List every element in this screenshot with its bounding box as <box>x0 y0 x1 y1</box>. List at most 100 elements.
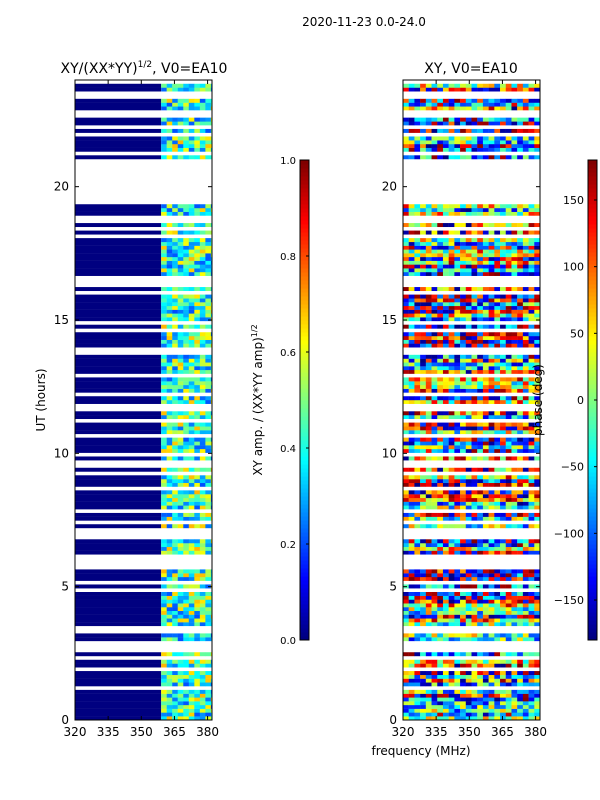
right-cell <box>460 430 466 435</box>
right-cell <box>534 147 541 152</box>
left-cell-high <box>161 701 167 706</box>
left-cell-high <box>166 603 173 608</box>
right-cell <box>477 396 484 401</box>
left-cell-high <box>183 512 189 517</box>
right-cell <box>448 362 455 367</box>
left-cell-high <box>205 426 212 431</box>
right-cell <box>408 117 415 122</box>
right-cell <box>471 693 478 698</box>
left-colorbar-segment <box>300 632 309 637</box>
left-cell-high <box>166 682 173 687</box>
left-cell-high <box>188 426 195 431</box>
left-cell-high <box>183 697 189 702</box>
right-cell <box>511 497 518 502</box>
right-cell <box>437 599 444 604</box>
right-cell <box>460 249 466 254</box>
left-colorbar-segment <box>300 548 309 553</box>
left-cell-high <box>161 230 167 235</box>
right-cell <box>500 121 506 126</box>
right-cell <box>420 622 427 627</box>
right-cell <box>500 678 506 683</box>
right-cell <box>431 475 438 480</box>
right-cell <box>431 603 438 608</box>
left-cell-high <box>183 652 189 657</box>
left-cell-high <box>183 445 189 450</box>
left-cell-high <box>199 494 206 499</box>
right-cell <box>522 253 529 258</box>
right-cell <box>460 701 466 706</box>
right-cell <box>420 381 427 386</box>
right-cell <box>517 87 524 92</box>
left-cell-low <box>75 479 162 484</box>
right-cell <box>431 249 438 254</box>
right-cell <box>420 422 427 427</box>
left-colorbar-segment <box>300 488 309 493</box>
left-cell-high <box>199 546 206 551</box>
right-cell <box>528 524 535 529</box>
right-cell <box>454 671 461 676</box>
left-cell-high <box>172 712 178 717</box>
left-cell-low <box>75 223 162 228</box>
right-cell <box>500 693 506 698</box>
right-cell <box>534 305 541 310</box>
right-colorbar-segment <box>588 220 597 225</box>
left-cell-high <box>194 256 201 261</box>
right-cell <box>403 253 409 258</box>
right-cell <box>425 241 432 246</box>
left-cell-high <box>183 336 189 340</box>
left-cell-high <box>199 497 206 502</box>
right-cell <box>425 599 432 604</box>
right-cell <box>414 592 421 596</box>
right-cell <box>517 369 524 374</box>
left-cell-high <box>161 411 167 416</box>
right-cell <box>442 516 449 521</box>
left-cell-high <box>188 456 195 461</box>
right-cell <box>425 426 432 431</box>
right-cell <box>505 633 512 638</box>
right-cell <box>437 659 444 664</box>
right-cell <box>454 230 461 235</box>
right-cell <box>528 595 535 600</box>
right-cell <box>482 264 489 269</box>
right-cell <box>420 87 427 92</box>
right-cell <box>488 701 495 706</box>
left-cell-high <box>205 294 212 299</box>
right-cell <box>437 396 444 401</box>
right-cell <box>420 128 427 133</box>
right-cell <box>534 302 541 307</box>
right-cell <box>448 256 455 261</box>
right-cell <box>471 336 478 340</box>
left-cell-high <box>177 358 184 363</box>
left-cell-high <box>177 607 184 612</box>
left-cell-high <box>177 704 184 709</box>
right-cell <box>408 83 415 88</box>
right-cell <box>431 708 438 713</box>
right-cell <box>420 693 427 698</box>
right-cell <box>465 287 472 292</box>
right-cell <box>437 144 444 148</box>
right-cell <box>414 490 421 495</box>
right-cell <box>471 102 478 107</box>
left-colorbar-segment <box>300 420 309 425</box>
right-cell <box>403 396 409 401</box>
left-cell-high <box>194 287 201 292</box>
right-cell <box>482 546 489 551</box>
right-cell <box>471 490 478 495</box>
right-cell <box>437 87 444 92</box>
left-cell-high <box>161 573 167 578</box>
left-cell-high <box>194 543 201 548</box>
right-cell <box>477 671 484 676</box>
right-colorbar-segment <box>588 540 597 545</box>
right-cell <box>517 302 524 307</box>
left-cell-high <box>188 607 195 612</box>
right-cell <box>500 599 506 604</box>
right-cell <box>517 294 524 299</box>
right-cell <box>505 245 512 250</box>
right-cell <box>471 339 478 344</box>
left-cell-high <box>194 294 201 299</box>
right-cell <box>408 147 415 152</box>
left-cell-high <box>177 682 184 687</box>
left-cell-low <box>75 354 162 359</box>
right-cell <box>517 716 524 721</box>
right-colorbar-segment <box>588 436 597 441</box>
